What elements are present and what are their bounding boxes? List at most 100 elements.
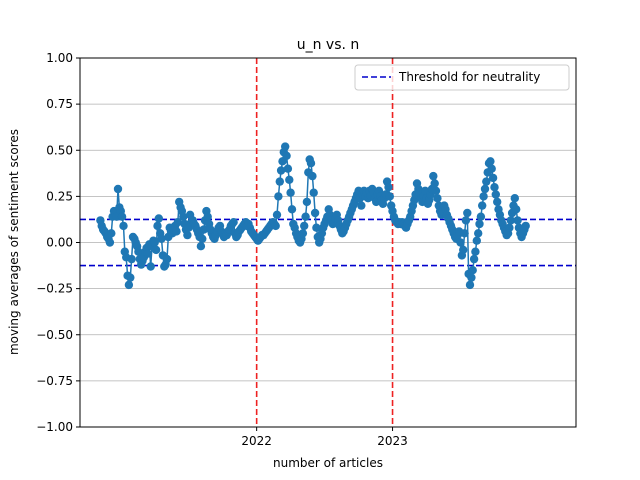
data-point — [479, 192, 488, 201]
data-point — [463, 208, 472, 218]
data-point — [271, 221, 280, 231]
data-point — [196, 242, 206, 251]
data-point — [521, 221, 530, 231]
data-point — [468, 266, 477, 275]
data-point — [107, 229, 116, 238]
y-tick-label: −0.75 — [36, 374, 73, 388]
data-point — [480, 184, 490, 194]
data-point — [385, 192, 394, 201]
chart-title: u_n vs. n — [297, 37, 360, 53]
data-point — [179, 212, 188, 221]
data-point — [302, 197, 312, 207]
data-point — [478, 201, 487, 210]
data-point — [105, 238, 115, 247]
data-point — [119, 221, 128, 231]
data-point — [287, 205, 297, 214]
data-point — [134, 247, 143, 256]
legend-box — [354, 64, 570, 91]
data-point — [309, 188, 318, 197]
y-tick-label: 0.50 — [46, 143, 73, 157]
data-point — [467, 273, 476, 282]
data-point — [282, 151, 291, 160]
data-point — [173, 218, 182, 227]
x-axis-label: number of articles — [273, 456, 383, 470]
data-point — [272, 210, 282, 219]
data-point — [150, 238, 159, 247]
y-tick-label: 1.00 — [46, 51, 73, 65]
data-point — [486, 157, 495, 166]
data-point — [117, 212, 127, 221]
y-tick-label: −1.00 — [36, 420, 73, 434]
data-point — [308, 171, 317, 181]
y-axis-label: moving averages of sentiment scores — [7, 129, 21, 355]
data-point — [229, 218, 238, 227]
y-axis-ticks: −1.00 −0.75 −0.50 −0.25 0.00 0.25 0.50 0.75 1.00 — [36, 51, 80, 434]
data-point — [275, 177, 284, 186]
x-tick-label: 2022 — [241, 434, 272, 448]
data-point — [300, 221, 309, 231]
legend-label: Threshold for neutrality — [398, 70, 540, 84]
data-point — [384, 183, 393, 192]
data-point — [124, 280, 134, 290]
data-point — [172, 227, 181, 236]
data-point — [482, 177, 491, 186]
data-point — [312, 223, 321, 232]
data-point — [286, 188, 295, 197]
data-point — [465, 280, 475, 290]
data-point — [301, 212, 310, 221]
data-point — [274, 192, 283, 201]
y-tick-label: 0.00 — [46, 236, 73, 250]
data-point — [183, 230, 192, 240]
data-point — [505, 223, 514, 232]
data-point — [491, 190, 500, 199]
data-point — [490, 183, 499, 192]
data-point — [474, 229, 483, 238]
data-point — [476, 212, 486, 221]
data-point — [487, 164, 496, 173]
data-point — [143, 249, 153, 258]
data-point — [162, 254, 172, 264]
data-point — [154, 214, 163, 223]
data-point — [127, 254, 136, 264]
y-tick-label: −0.50 — [36, 328, 73, 342]
data-point — [151, 245, 161, 255]
y-tick-label: 0.25 — [46, 189, 73, 203]
x-axis-ticks: 2022 2023 — [241, 427, 408, 448]
y-tick-label: −0.25 — [36, 282, 73, 296]
data-point — [306, 159, 316, 168]
legend: Threshold for neutrality — [354, 64, 570, 91]
x-tick-label: 2023 — [377, 434, 408, 448]
data-point — [199, 225, 208, 234]
data-point — [298, 229, 308, 238]
data-point — [488, 173, 498, 183]
data-point — [475, 219, 484, 229]
data-series — [96, 142, 530, 290]
data-point — [146, 262, 155, 271]
data-point — [510, 194, 519, 203]
data-point — [357, 201, 366, 210]
data-point — [431, 186, 441, 195]
data-point — [285, 175, 294, 184]
data-point — [433, 194, 442, 203]
data-point — [456, 238, 465, 247]
data-point — [276, 166, 286, 175]
data-point — [513, 216, 522, 225]
data-point — [153, 221, 162, 231]
data-point — [310, 208, 320, 218]
data-point — [459, 245, 468, 255]
data-point — [471, 247, 480, 256]
data-point — [512, 205, 521, 214]
data-point — [506, 216, 515, 225]
data-point — [460, 229, 469, 238]
data-point — [493, 197, 502, 207]
data-point — [113, 184, 123, 194]
data-point — [157, 234, 166, 243]
data-point — [469, 254, 479, 264]
data-point — [281, 142, 290, 151]
data-point — [461, 216, 471, 225]
data-point — [429, 171, 438, 181]
data-point — [430, 179, 439, 188]
data-point — [126, 273, 135, 282]
data-point — [472, 236, 481, 245]
